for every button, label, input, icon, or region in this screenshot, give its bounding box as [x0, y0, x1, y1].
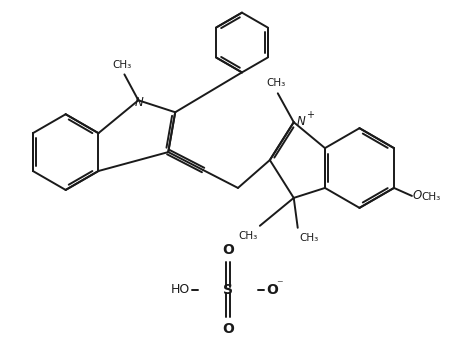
- Text: O: O: [222, 243, 234, 257]
- Text: CH₃: CH₃: [113, 61, 132, 70]
- Text: O: O: [413, 189, 422, 203]
- Text: ⁻: ⁻: [276, 278, 283, 291]
- Text: CH₃: CH₃: [422, 192, 441, 202]
- Text: N: N: [135, 96, 144, 109]
- Text: N: N: [297, 115, 305, 128]
- Text: +: +: [305, 110, 314, 120]
- Text: CH₃: CH₃: [239, 231, 258, 241]
- Text: CH₃: CH₃: [266, 78, 285, 88]
- Text: O: O: [266, 283, 278, 296]
- Text: HO: HO: [171, 283, 190, 296]
- Text: S: S: [223, 283, 233, 296]
- Text: O: O: [222, 322, 234, 337]
- Text: CH₃: CH₃: [300, 233, 319, 243]
